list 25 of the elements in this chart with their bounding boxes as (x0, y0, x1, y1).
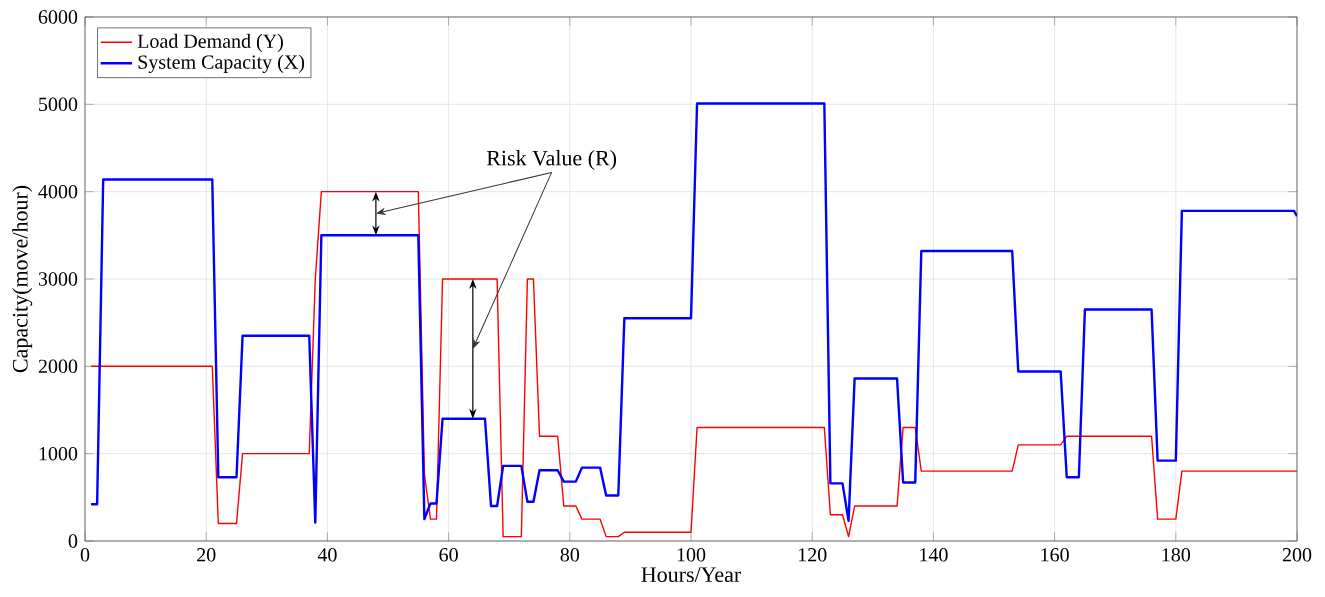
y-tick-label: 2000 (38, 359, 78, 374)
x-tick-label: 80 (560, 548, 580, 562)
legend-label: Load Demand (Y) (137, 33, 283, 53)
x-tick-label: 120 (798, 548, 827, 562)
x-tick-label: 200 (1282, 548, 1312, 562)
y-tick-label: 5000 (39, 97, 78, 112)
y-axis-title: Capacity(move/hour) (12, 185, 33, 373)
x-tick-label: 160 (1041, 548, 1069, 562)
y-tick-label: 6000 (38, 10, 78, 24)
x-tick-label: 180 (1162, 548, 1191, 562)
annotation: Risk Value (R) (486, 150, 617, 170)
y-tick-label: 3000 (38, 272, 78, 286)
line-series (89, 102, 1298, 524)
x-tick-label: 20 (197, 548, 216, 562)
x-tick-label: 40 (317, 548, 337, 562)
y-tick-label: 4000 (38, 184, 78, 199)
y-tick-label: 0 (68, 534, 78, 548)
y-tick-label: 1000 (39, 446, 78, 461)
x-tick-label: 60 (439, 548, 458, 562)
x-tick-label: 0 (80, 548, 90, 562)
x-tick-label: 100 (677, 548, 706, 562)
legend-label: System Capacity (X) (138, 54, 305, 73)
x-tick-label: 140 (920, 548, 948, 562)
line-series (90, 190, 1298, 538)
x-axis-title: Hours/Year (641, 567, 742, 582)
